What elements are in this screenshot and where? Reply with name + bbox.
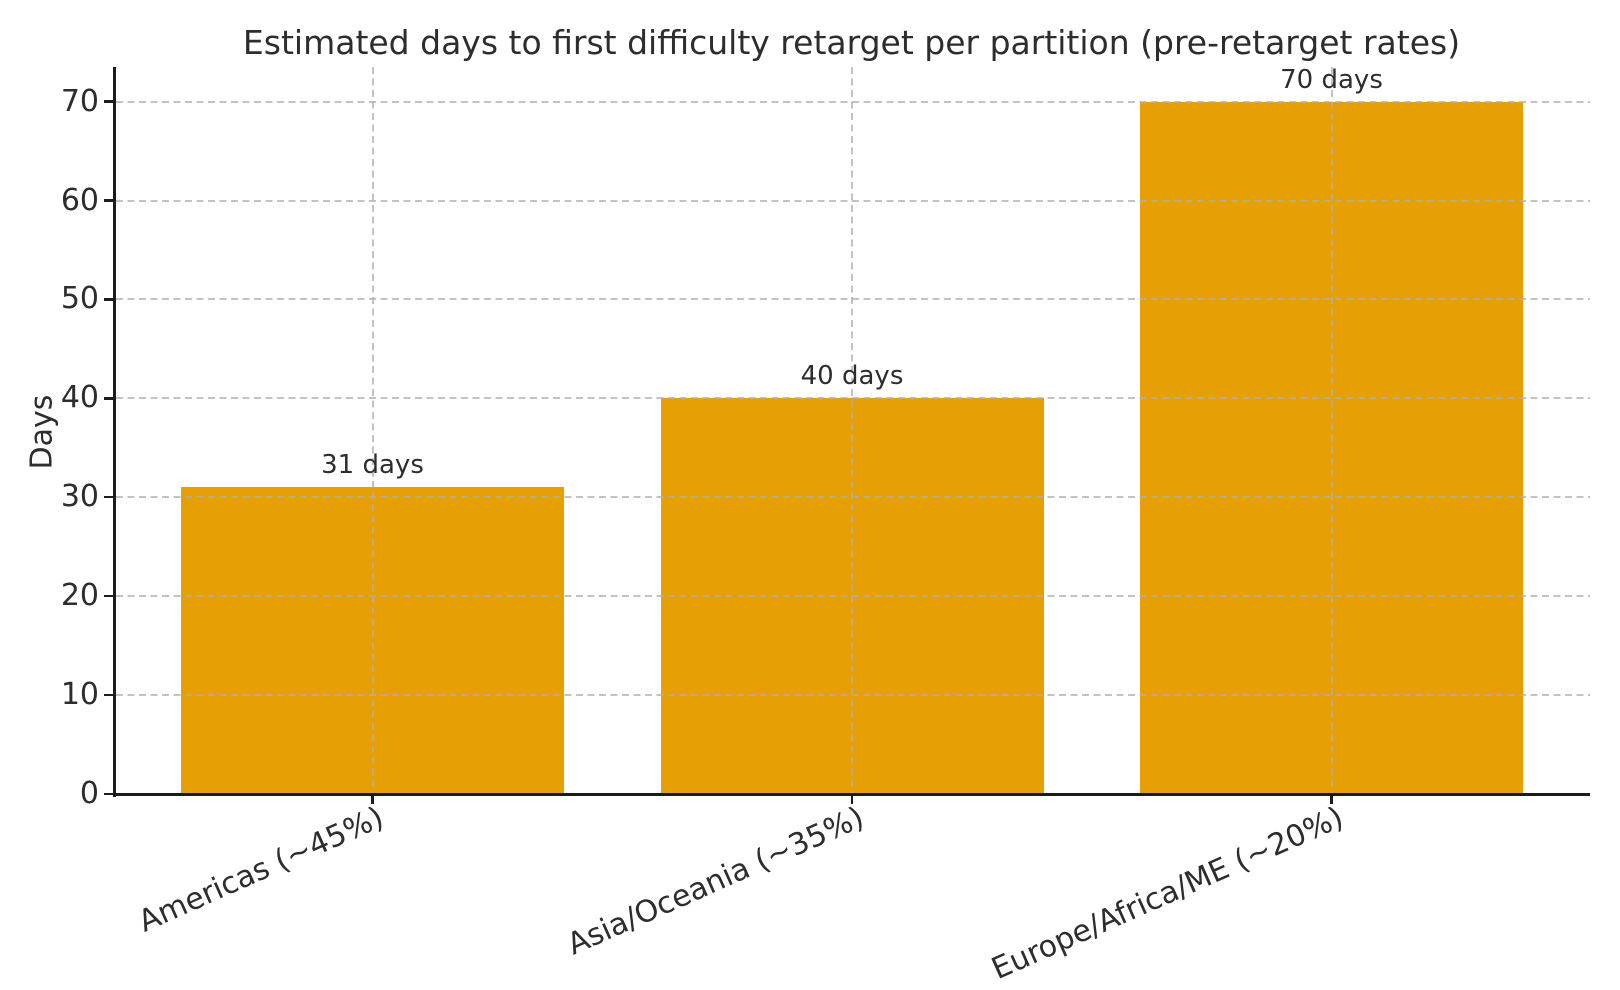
h-gridline-10 <box>116 694 1590 697</box>
x-axis-spine <box>113 793 1590 796</box>
y-tick-label-0: 0 <box>79 776 99 811</box>
y-tick-label-70: 70 <box>60 83 99 119</box>
h-gridline-30 <box>116 496 1590 499</box>
v-gridline-2 <box>851 67 853 794</box>
y-axis-spine <box>113 67 116 797</box>
x-tick-mark-2 <box>850 796 854 804</box>
h-gridline-50 <box>116 298 1590 301</box>
v-gridline-3 <box>1330 67 1333 794</box>
y-tick-mark-30 <box>104 496 113 499</box>
y-tick-label-10: 10 <box>60 677 99 713</box>
bar-value-label-3: 70 days <box>1280 64 1383 95</box>
y-tick-mark-40 <box>104 397 113 400</box>
x-tick-label-2: Asia/Oceania (~35%) <box>561 800 869 963</box>
y-tick-mark-0 <box>104 792 113 796</box>
y-tick-label-60: 60 <box>60 182 99 218</box>
y-tick-label-20: 20 <box>60 578 99 614</box>
y-tick-mark-10 <box>104 693 113 697</box>
x-tick-label-1: Americas (~45%) <box>133 800 390 940</box>
y-tick-mark-50 <box>104 298 113 301</box>
h-gridline-40 <box>116 397 1590 400</box>
chart-title: Estimated days to first difficulty retar… <box>242 23 1461 62</box>
y-tick-label-50: 50 <box>60 281 99 317</box>
x-tick-label-3: Europe/Africa/ME (~20%) <box>986 800 1349 987</box>
x-tick-mark-3 <box>1330 796 1333 804</box>
y-tick-mark-60 <box>104 199 113 202</box>
bar-value-label-2: 40 days <box>800 361 904 392</box>
y-tick-label-30: 30 <box>60 479 99 515</box>
v-gridline-1 <box>371 67 374 794</box>
y-tick-mark-20 <box>104 594 113 598</box>
y-tick-mark-70 <box>104 100 113 103</box>
h-gridline-20 <box>116 595 1590 598</box>
h-gridline-70 <box>116 100 1590 103</box>
x-tick-mark-1 <box>371 796 374 804</box>
h-gridline-60 <box>116 199 1590 202</box>
y-tick-label-40: 40 <box>60 380 99 416</box>
bar-value-label-1: 31 days <box>321 450 424 481</box>
